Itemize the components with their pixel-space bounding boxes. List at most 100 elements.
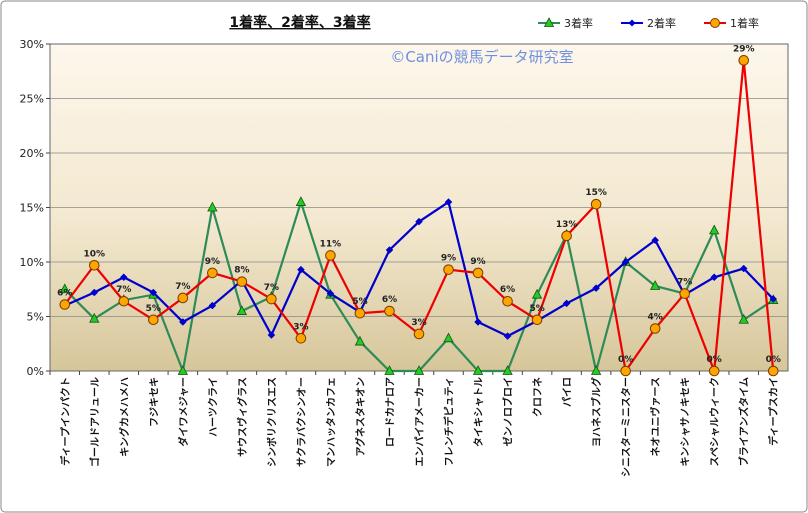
point-1st [207,267,218,279]
legend: 3着率 2着率 1着率 [538,16,759,30]
x-tick-label: スペシャルウィーク [709,377,721,466]
x-tick-label: ハーツクライ [207,377,219,437]
point-2nd [149,288,158,297]
data-label: 7% [175,282,190,292]
point-1st [708,365,720,377]
x-tick-label: キングカメハメハ [118,377,131,457]
point-2nd [621,258,630,266]
x-tick-label: シンボリクリスエス [265,377,278,467]
point-2nd [385,246,394,254]
data-label: 13% [556,220,578,230]
point-1st [767,365,779,377]
point-2nd [710,273,719,282]
data-label: 9% [205,257,220,267]
y-tick-label: 20% [20,147,44,160]
x-tick-label: シニスターミニスター [621,377,633,477]
data-label: 29% [733,44,755,54]
y-axis: 0% 5% 10% 15% 20% 25% 30% [20,38,50,378]
point-2nd [119,273,128,282]
x-tick-label: アグネスタキオン [354,377,367,457]
point-3rd [207,201,218,212]
point-1st [502,295,513,307]
legend-marker [628,19,636,27]
point-1st [266,293,277,305]
point-1st [325,250,336,261]
x-tick-label: ディープインパクト [59,377,72,466]
x-tick-label: パイロ [562,377,574,407]
data-label: 6% [382,295,397,305]
point-3rd [709,224,720,235]
legend-marker [543,17,555,27]
point-2nd [503,332,512,340]
point-1st [738,55,750,66]
x-tick-label: ゴールドアリュール [88,377,101,467]
point-1st [561,230,572,242]
data-label: 11% [320,239,342,249]
point-3rd [384,365,395,375]
point-2nd [444,198,453,206]
point-1st [531,314,543,326]
x-tick-label: エンパイアメーカー [414,377,426,467]
x-tick-label: ネオユニヴァース [649,377,662,457]
data-label: 7% [116,285,131,295]
point-2nd [267,331,276,339]
point-1st [295,333,307,344]
point-1st [118,295,130,307]
y-tick-label: 10% [20,256,44,269]
grid [50,98,788,317]
data-label: 9% [441,254,456,264]
point-2nd [769,295,778,303]
legend-label: 1着率 [730,16,759,30]
data-label: 0% [766,355,781,365]
legend-label: 3着率 [564,16,593,30]
point-1st [679,288,690,299]
x-tick-label: ダイワメジャー [177,377,190,447]
x-tick-label: タイキシャトル [473,377,485,447]
point-3rd [502,365,513,375]
x-tick-label: ゼンノロブロイ [502,377,515,447]
legend-label: 2着率 [647,16,676,30]
x-tick-label: クロフネ [532,377,544,417]
data-label: 7% [264,283,279,293]
point-1st [236,276,248,287]
point-2nd [326,289,335,298]
x-axis: ディープインパクト ゴールドアリュール キングカメハメハ フジキセキ ダイワメジャー ハー… [49,371,780,477]
y-tick-label: 0% [27,365,44,378]
point-1st [620,365,631,377]
watermark: ©Caniの競馬データ研究室 [390,48,573,66]
point-3rd [177,365,189,375]
y-tick-label: 5% [27,311,44,324]
legend-marker [710,18,720,28]
data-label: 10% [84,249,106,259]
x-tick-label: ロードカナロア [384,377,396,447]
point-3rd [295,196,307,206]
x-tick-label: キンシャサノキセキ [680,377,692,467]
x-tick-label: マンハッタンカフェ [325,377,337,467]
x-tick-label: ディープスカイ [767,377,780,446]
series-layer [59,55,779,377]
point-1st [384,305,395,317]
point-2nd [415,217,423,226]
point-1st [590,198,602,210]
data-label: 9% [470,257,485,267]
point-2nd [297,265,305,274]
x-tick-label: ブライアンズタイム [738,377,751,466]
y-tick-label: 15% [20,202,44,215]
point-3rd [354,335,366,346]
x-tick-label: サウスヴィグラス [236,377,249,457]
point-1st [88,259,100,271]
data-label: 5% [529,304,544,314]
data-label: 5% [352,297,367,307]
point-3rd [89,312,100,323]
y-tick-label: 30% [20,38,44,51]
point-1st [472,267,484,279]
point-2nd [178,318,187,326]
data-label: 8% [234,266,249,276]
data-label: 5% [146,304,161,314]
point-3rd [236,305,248,315]
point-1st [413,328,425,340]
point-3rd [531,288,543,299]
point-2nd [739,264,748,273]
point-1st [148,314,159,326]
